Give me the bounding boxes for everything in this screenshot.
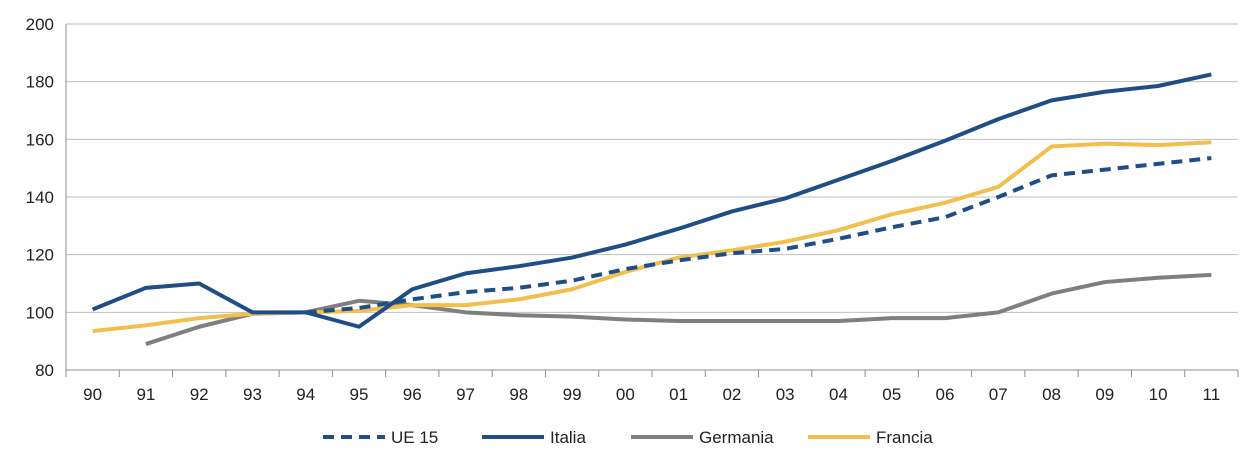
- x-axis-tick-labels: 90 91 92 93 94 95 96 97 98 99 00 01 02 03 04 05 06 07 08 09…: [83, 385, 1220, 404]
- x-tick-label-03: 03: [776, 385, 795, 404]
- x-tick-label-91: 91: [136, 385, 155, 404]
- y-tick-label-180: 180: [26, 73, 54, 92]
- x-tick-label-08: 08: [1042, 385, 1061, 404]
- series-line-ue-15: [305, 156, 1212, 315]
- x-tick-label-04: 04: [829, 385, 848, 404]
- x-tick-label-97: 97: [456, 385, 475, 404]
- y-tick-label-100: 100: [26, 303, 54, 322]
- x-tick-label-11: 11: [1203, 385, 1221, 404]
- y-axis-tick-labels: 80 100 120 140 160 180 200: [26, 15, 54, 380]
- x-tick-label-06: 06: [936, 385, 955, 404]
- x-tick-label-10: 10: [1149, 385, 1168, 404]
- legend-label-francia: Francia: [876, 428, 933, 447]
- y-tick-label-120: 120: [26, 246, 54, 265]
- legend: UE 15 Italia Germania Francia: [323, 428, 933, 447]
- series-line-italia: [91, 72, 1212, 329]
- series-line-germania: [145, 272, 1212, 346]
- x-tick-label-05: 05: [882, 385, 901, 404]
- x-tick-label-98: 98: [509, 385, 528, 404]
- x-tick-label-90: 90: [83, 385, 102, 404]
- x-tick-label-01: 01: [669, 385, 688, 404]
- y-tick-label-80: 80: [35, 361, 54, 380]
- legend-label-italia: Italia: [550, 428, 586, 447]
- x-tick-label-96: 96: [403, 385, 422, 404]
- x-tick-label-07: 07: [989, 385, 1008, 404]
- y-tick-label-200: 200: [26, 15, 54, 34]
- x-tick-label-92: 92: [190, 385, 209, 404]
- legend-label-germania: Germania: [699, 428, 774, 447]
- x-tick-label-02: 02: [722, 385, 741, 404]
- y-tick-label-140: 140: [26, 188, 54, 207]
- x-tick-label-99: 99: [563, 385, 582, 404]
- x-tick-label-00: 00: [616, 385, 635, 404]
- x-axis-ticks: [65, 370, 1239, 377]
- legend-label-ue-15: UE 15: [391, 428, 438, 447]
- x-tick-label-09: 09: [1095, 385, 1114, 404]
- x-tick-label-94: 94: [296, 385, 315, 404]
- y-tick-label-160: 160: [26, 130, 54, 149]
- series-lines: [91, 72, 1212, 346]
- x-tick-label-95: 95: [350, 385, 369, 404]
- x-tick-label-93: 93: [243, 385, 262, 404]
